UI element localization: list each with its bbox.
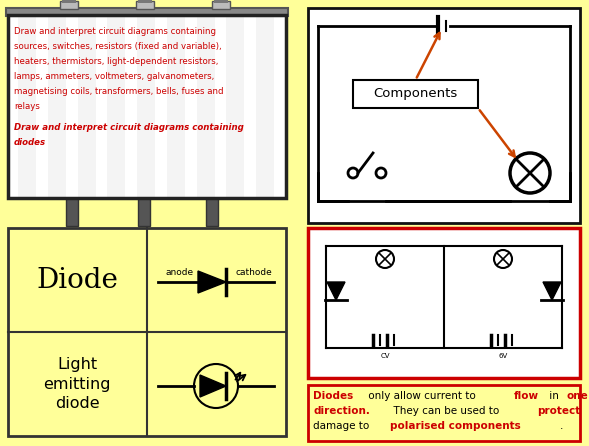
Text: heaters, thermistors, light-dependent resistors,: heaters, thermistors, light-dependent re… xyxy=(14,57,219,66)
Text: Draw and interpret circuit diagrams containing: Draw and interpret circuit diagrams cont… xyxy=(14,123,244,132)
Polygon shape xyxy=(200,375,226,397)
Text: flow: flow xyxy=(514,391,538,401)
Polygon shape xyxy=(327,282,345,300)
Bar xyxy=(308,228,580,378)
Text: They can be used to: They can be used to xyxy=(387,406,502,416)
Text: magnetising coils, transformers, bells, fuses and: magnetising coils, transformers, bells, … xyxy=(14,87,223,96)
Bar xyxy=(136,1,154,9)
Bar xyxy=(353,80,478,108)
Bar xyxy=(214,0,228,3)
Bar xyxy=(256,16,274,197)
Bar xyxy=(308,385,580,441)
Bar xyxy=(62,0,76,3)
Text: .: . xyxy=(560,421,564,431)
Text: damage to: damage to xyxy=(313,421,372,431)
Text: Diodes: Diodes xyxy=(313,391,353,401)
Bar xyxy=(8,15,286,198)
Bar xyxy=(18,16,36,197)
Polygon shape xyxy=(198,271,226,293)
Bar xyxy=(308,8,580,223)
Bar xyxy=(60,1,78,9)
Bar xyxy=(66,198,78,226)
Text: Components: Components xyxy=(373,87,458,100)
Bar xyxy=(138,198,150,226)
Bar xyxy=(137,16,155,197)
Text: polarised components: polarised components xyxy=(391,421,521,431)
Bar xyxy=(48,16,66,197)
Text: sources, switches, resistors (fixed and variable),: sources, switches, resistors (fixed and … xyxy=(14,42,221,51)
Bar xyxy=(197,16,214,197)
Text: direction.: direction. xyxy=(313,406,370,416)
Text: in: in xyxy=(546,391,562,401)
Bar xyxy=(6,8,288,16)
Bar xyxy=(138,0,152,3)
Bar xyxy=(8,228,286,436)
Text: Draw and interpret circuit diagrams containing: Draw and interpret circuit diagrams cont… xyxy=(14,27,216,36)
Bar xyxy=(8,15,286,198)
Text: relays: relays xyxy=(14,102,40,111)
Text: Diode: Diode xyxy=(36,267,118,293)
Text: lamps, ammeters, voltmeters, galvanometers,: lamps, ammeters, voltmeters, galvanomete… xyxy=(14,72,214,81)
Text: anode: anode xyxy=(166,268,194,277)
Bar xyxy=(206,198,218,226)
Bar xyxy=(107,16,125,197)
Text: Light
emitting
diode: Light emitting diode xyxy=(43,357,111,411)
Text: only allow current to: only allow current to xyxy=(365,391,479,401)
Text: one: one xyxy=(567,391,588,401)
Text: CV: CV xyxy=(380,353,390,359)
Bar xyxy=(167,16,185,197)
Text: 6V: 6V xyxy=(498,353,508,359)
Text: protect: protect xyxy=(537,406,580,416)
Bar xyxy=(212,1,230,9)
Polygon shape xyxy=(543,282,561,300)
Text: diodes: diodes xyxy=(14,138,46,147)
Bar xyxy=(226,16,244,197)
Text: cathode: cathode xyxy=(236,268,272,277)
Bar xyxy=(78,16,95,197)
